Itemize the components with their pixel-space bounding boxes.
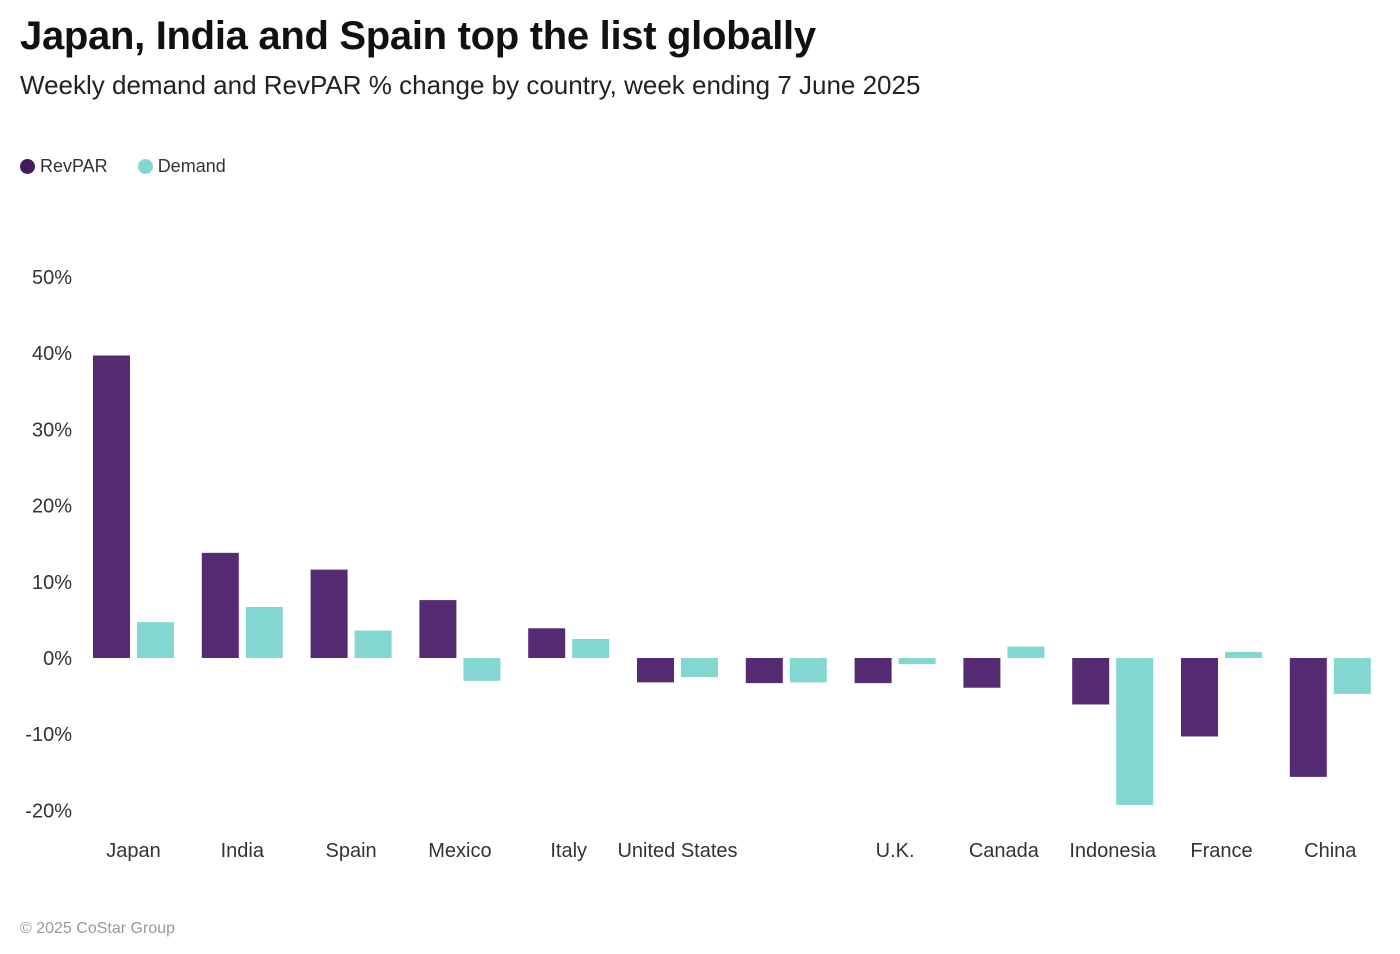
- bar-revpar: [310, 569, 348, 658]
- y-tick-label: 0%: [43, 648, 72, 670]
- bar-revpar: [1181, 658, 1218, 737]
- bar-demand: [1333, 658, 1371, 694]
- bar-demand: [572, 638, 610, 658]
- bar-demand: [137, 622, 174, 658]
- x-tick-label: Indonesia: [1069, 840, 1157, 862]
- y-tick-label: 40%: [32, 343, 72, 365]
- bar-revpar: [637, 658, 674, 683]
- x-tick-label: Mexico: [428, 840, 491, 862]
- y-tick-label: -20%: [25, 800, 72, 822]
- x-tick-label: China: [1304, 840, 1357, 862]
- bar-revpar: [201, 552, 239, 658]
- bar-revpar: [1072, 658, 1110, 705]
- legend-label-demand: Demand: [157, 156, 226, 176]
- chart-subtitle: Weekly demand and RevPAR % change by cou…: [20, 70, 921, 100]
- bar-demand: [681, 658, 718, 678]
- bar-revpar: [745, 658, 783, 684]
- x-tick-label: Canada: [969, 840, 1040, 862]
- x-tick-label: India: [221, 840, 265, 862]
- copyright-footer: © 2025 CoStar Group: [20, 920, 175, 937]
- bar-revpar: [854, 658, 892, 684]
- y-tick-label: 10%: [32, 572, 72, 594]
- y-tick-label: -10%: [25, 724, 72, 746]
- legend: RevPAR Demand: [20, 156, 256, 177]
- legend-label-revpar: RevPAR: [40, 156, 108, 176]
- bar-demand: [898, 658, 936, 665]
- y-tick-label: 30%: [32, 419, 72, 441]
- legend-item-demand: Demand: [137, 156, 226, 177]
- chart-title: Japan, India and Spain top the list glob…: [20, 14, 816, 58]
- bar-revpar: [528, 628, 566, 658]
- x-tick-label: Japan: [106, 840, 161, 862]
- bar-revpar: [963, 658, 1001, 688]
- bar-demand: [789, 658, 827, 683]
- legend-swatch-revpar: [20, 159, 35, 174]
- bar-revpar: [419, 600, 457, 658]
- legend-swatch-demand: [137, 159, 153, 174]
- y-tick-label: 20%: [32, 496, 72, 518]
- bar-demand: [463, 658, 501, 681]
- bar-revpar: [1289, 658, 1327, 777]
- bar-demand: [245, 606, 283, 658]
- bar-demand: [1007, 646, 1045, 658]
- bar-demand: [1116, 658, 1154, 806]
- bar-demand: [354, 630, 392, 658]
- legend-item-revpar: RevPAR: [20, 156, 108, 177]
- x-tick-label: United States: [617, 840, 737, 862]
- bar-revpar: [93, 355, 130, 658]
- x-tick-label: Italy: [550, 840, 587, 862]
- x-tick-label: France: [1190, 840, 1252, 862]
- y-tick-label: 50%: [32, 267, 72, 289]
- x-tick-label: U.K.: [876, 840, 915, 862]
- x-tick-label: Spain: [326, 840, 377, 862]
- bar-demand: [1225, 651, 1262, 658]
